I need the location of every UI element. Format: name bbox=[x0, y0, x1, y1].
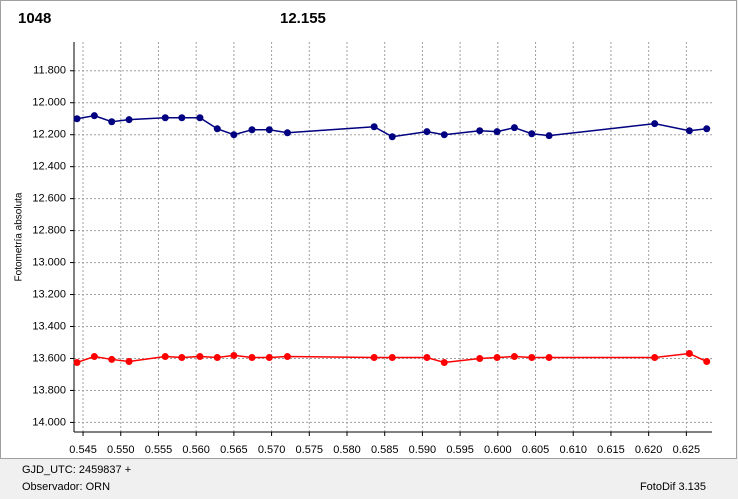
data-point bbox=[685, 127, 693, 135]
plot: 11.800 12.000 12.200 12.400 12.600 12.800 13.0… bbox=[32, 42, 712, 456]
x-tick-label: 0.610 bbox=[559, 444, 587, 456]
x-tick-label: 0.585 bbox=[371, 444, 399, 456]
data-point bbox=[230, 131, 238, 139]
data-point bbox=[248, 354, 256, 362]
data-point bbox=[545, 354, 553, 362]
data-point bbox=[545, 132, 553, 140]
x-tick-label: 0.580 bbox=[333, 444, 361, 456]
chart-panel bbox=[0, 0, 737, 459]
legend-entry: 1048 bbox=[18, 10, 51, 27]
data-point bbox=[125, 358, 133, 366]
data-point bbox=[265, 354, 273, 362]
x-tick-label: 0.555 bbox=[145, 444, 173, 456]
x-tick-label: 0.590 bbox=[409, 444, 437, 456]
data-point bbox=[90, 112, 98, 120]
data-point bbox=[265, 126, 273, 134]
data-point bbox=[230, 351, 238, 359]
data-point bbox=[476, 127, 484, 135]
y-axis-label: Fotometría absoluta bbox=[14, 192, 25, 281]
x-tick-label: 0.615 bbox=[597, 444, 625, 456]
footer-date: GJD_UTC: 2459837 + bbox=[22, 464, 131, 476]
data-point bbox=[178, 354, 186, 362]
data-point bbox=[370, 354, 378, 362]
x-tick-label: 0.620 bbox=[635, 444, 663, 456]
data-point bbox=[528, 354, 536, 362]
y-tick-label: 12.800 bbox=[32, 225, 66, 237]
y-tick-label: 12.000 bbox=[32, 97, 66, 109]
data-point bbox=[388, 133, 396, 141]
data-point bbox=[196, 114, 204, 122]
x-tick-label: 0.565 bbox=[220, 444, 248, 456]
data-point bbox=[476, 354, 484, 362]
x-tick-label: 0.570 bbox=[258, 444, 286, 456]
x-tick-label: 0.575 bbox=[296, 444, 324, 456]
y-tick-label: 12.600 bbox=[32, 193, 66, 205]
y-tick-label: 11.800 bbox=[33, 65, 66, 77]
data-point bbox=[90, 353, 98, 361]
y-tick-label: 13.400 bbox=[32, 320, 66, 332]
data-point bbox=[213, 354, 221, 362]
data-point bbox=[440, 131, 448, 139]
data-point bbox=[423, 128, 431, 136]
x-tick-label: 0.560 bbox=[182, 444, 210, 456]
data-point bbox=[196, 353, 204, 361]
footer-observer: Observador: ORN bbox=[22, 481, 110, 493]
data-point bbox=[161, 114, 169, 122]
data-point bbox=[248, 126, 256, 134]
data-point bbox=[651, 354, 659, 362]
data-point bbox=[510, 353, 518, 361]
x-tick-label: 0.605 bbox=[522, 444, 550, 456]
y-tick-label: 14.000 bbox=[32, 416, 66, 428]
data-point bbox=[388, 354, 396, 362]
legend-entry: 12.155 bbox=[280, 10, 326, 27]
data-point bbox=[73, 358, 81, 366]
data-point bbox=[510, 124, 518, 132]
data-point bbox=[161, 353, 169, 361]
data-point bbox=[178, 114, 186, 122]
y-tick-label: 12.200 bbox=[32, 129, 66, 141]
y-tick-label: 13.200 bbox=[32, 288, 66, 300]
data-point bbox=[108, 118, 116, 126]
x-tick-label: 0.600 bbox=[484, 444, 512, 456]
x-tick-label: 0.595 bbox=[446, 444, 474, 456]
y-tick-label: 13.000 bbox=[32, 256, 66, 268]
data-point bbox=[703, 358, 711, 366]
data-point bbox=[703, 125, 711, 133]
data-point bbox=[440, 358, 448, 366]
data-point bbox=[493, 354, 501, 362]
data-point bbox=[528, 130, 536, 138]
data-point bbox=[651, 120, 659, 128]
data-point bbox=[108, 355, 116, 363]
data-point bbox=[125, 116, 133, 124]
data-point bbox=[73, 115, 81, 123]
data-point bbox=[283, 129, 291, 137]
data-point bbox=[370, 123, 378, 131]
footer-software: FotoDif 3.135 bbox=[640, 481, 706, 493]
y-tick-label: 12.400 bbox=[32, 161, 66, 173]
y-tick-label: 13.600 bbox=[32, 352, 66, 364]
x-tick-label: 0.625 bbox=[673, 444, 701, 456]
data-point bbox=[283, 353, 291, 361]
data-point bbox=[493, 128, 501, 136]
x-tick-label: 0.545 bbox=[69, 444, 97, 456]
y-tick-label: 13.800 bbox=[32, 384, 66, 396]
x-tick-label: 0.550 bbox=[107, 444, 135, 456]
data-point bbox=[213, 125, 221, 133]
data-point bbox=[423, 354, 431, 362]
data-point bbox=[685, 350, 693, 358]
